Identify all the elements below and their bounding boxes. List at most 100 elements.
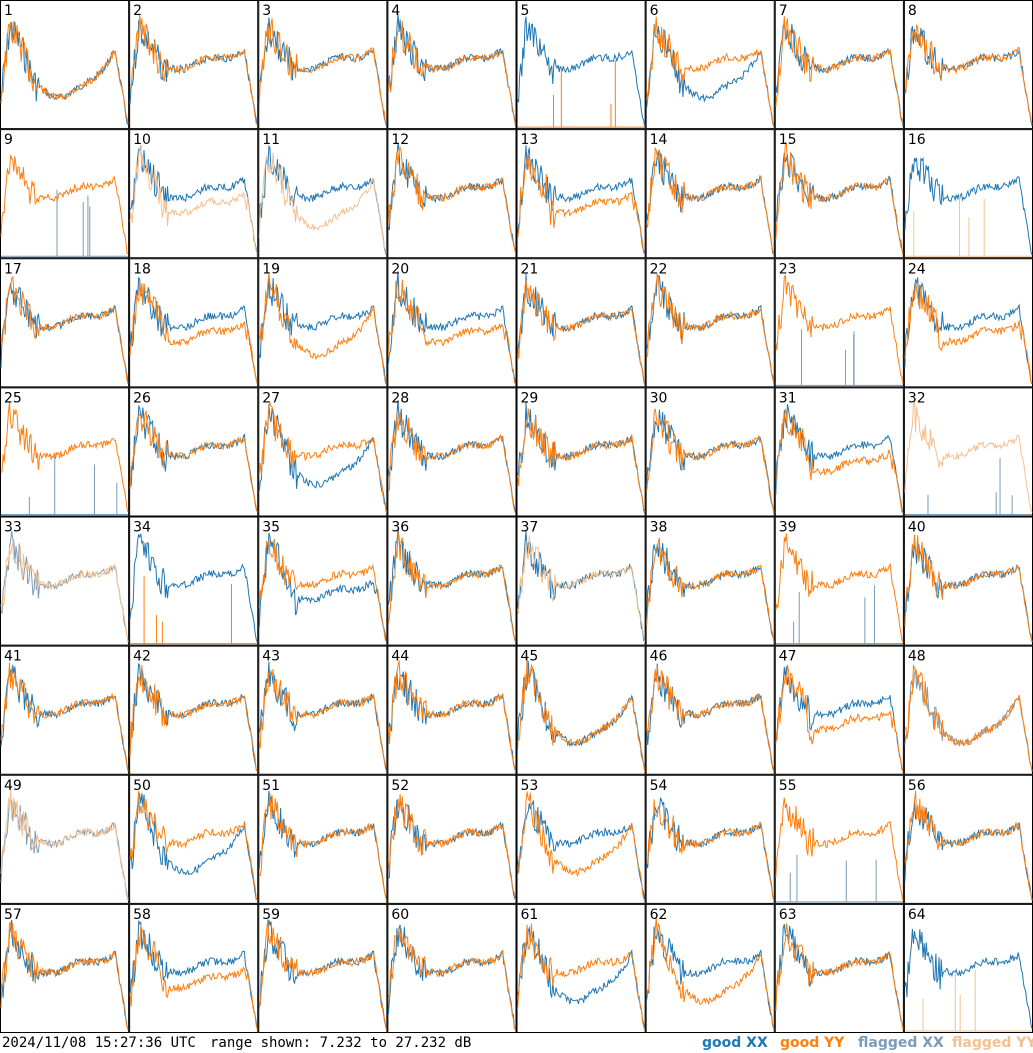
timestamp: 2024/11/08 15:27:36 UTC <box>2 1035 196 1051</box>
panel-frame <box>516 258 646 388</box>
series-yy-good <box>258 401 387 513</box>
panel-label: 8 <box>908 3 917 19</box>
series-xx-good <box>387 400 516 514</box>
panel-label: 26 <box>133 390 151 406</box>
series-xx-flagged <box>904 457 1032 515</box>
series-yy-good <box>0 275 129 384</box>
panel-33: 33 <box>0 516 130 646</box>
panel-frame <box>903 645 1033 775</box>
legend-good-yy: good YY <box>780 1035 845 1051</box>
panel-44: 44 <box>387 645 517 775</box>
panel-label: 32 <box>908 390 926 406</box>
panel-46: 46 <box>645 645 775 775</box>
panel-1: 1 <box>0 0 130 130</box>
panel-52: 52 <box>387 774 517 904</box>
series-yy-good <box>775 533 904 643</box>
series-yy-good <box>517 408 646 513</box>
panel-64: 64 <box>903 903 1033 1033</box>
series-yy-good <box>258 273 387 384</box>
panel-label: 33 <box>4 520 22 536</box>
panel-label: 9 <box>4 132 13 148</box>
panel-48: 48 <box>903 645 1033 775</box>
series-xx-good <box>0 664 129 772</box>
panel-58: 58 <box>129 903 259 1033</box>
panel-label: 46 <box>650 649 668 665</box>
footer: 2024/11/08 15:27:36 UTC range shown: 7.2… <box>0 1033 1033 1053</box>
panel-label: 3 <box>262 3 271 19</box>
panel-label: 58 <box>133 907 151 923</box>
series-yy-good <box>646 537 775 643</box>
series-yy-good <box>387 145 516 254</box>
panel-24: 24 <box>903 258 1033 388</box>
series-xx-good <box>258 145 387 256</box>
panel-label: 20 <box>391 261 409 277</box>
panel-label: 48 <box>908 649 926 665</box>
series-xx-flagged <box>775 329 903 386</box>
series-xx-good <box>517 800 646 901</box>
panel-label: 45 <box>521 649 539 665</box>
series-yy-good <box>0 155 129 255</box>
panel-label: 47 <box>779 649 797 665</box>
panel-frame <box>774 387 904 517</box>
panel-label: 57 <box>4 907 22 923</box>
series-xx-good <box>646 926 775 1028</box>
panel-frame <box>129 258 259 388</box>
panel-frame <box>387 258 517 388</box>
series-yy-flagged <box>0 541 129 642</box>
series-yy-good <box>0 921 129 1030</box>
panel-label: 10 <box>133 132 151 148</box>
series-yy-good <box>775 797 904 901</box>
legend-flagged-yy: flagged YY <box>952 1035 1033 1051</box>
panel-frame <box>774 645 904 775</box>
panel-label: 14 <box>650 132 668 148</box>
panel-frame <box>0 774 130 904</box>
panel-56: 56 <box>903 774 1033 904</box>
panel-16: 16 <box>903 129 1033 259</box>
series-xx-good <box>517 145 646 254</box>
panel-60: 60 <box>387 903 517 1033</box>
panel-7: 7 <box>774 0 904 130</box>
series-xx-flagged <box>775 585 903 645</box>
series-yy-good <box>259 792 387 901</box>
series-yy-good <box>0 402 129 513</box>
panel-label: 59 <box>262 907 280 923</box>
series-xx-good <box>775 666 904 772</box>
series-yy-good <box>130 576 258 645</box>
panel-label: 11 <box>262 132 280 148</box>
panel-22: 22 <box>645 258 775 388</box>
panel-label: 34 <box>133 520 151 536</box>
series-yy-good <box>129 925 258 1030</box>
series-yy-flagged <box>904 969 1032 1032</box>
panel-frame <box>645 903 775 1033</box>
series-yy-flagged <box>129 145 258 254</box>
series-yy-good <box>646 917 775 1030</box>
panel-55: 55 <box>774 774 904 904</box>
panel-frame <box>129 129 259 259</box>
panel-frame <box>903 0 1033 130</box>
series-yy-flagged <box>904 196 1032 257</box>
series-xx-good <box>775 404 904 514</box>
series-yy-good <box>646 408 775 513</box>
series-xx-good <box>258 404 387 513</box>
panel-15: 15 <box>774 129 904 259</box>
series-yy-good <box>775 16 904 125</box>
panel-frame <box>774 774 904 904</box>
panel-3: 3 <box>258 0 388 130</box>
panel-label: 63 <box>779 907 797 923</box>
panel-37: 37 <box>516 516 646 646</box>
panel-6: 6 <box>645 0 775 130</box>
panel-label: 43 <box>262 649 280 665</box>
series-yy-good <box>775 274 904 384</box>
series-xx-good <box>517 926 646 1030</box>
panel-label: 37 <box>521 520 539 536</box>
panel-label: 7 <box>779 3 788 19</box>
panel-frame <box>129 387 259 517</box>
series-yy-good <box>517 658 646 772</box>
panel-label: 50 <box>133 778 151 794</box>
panel-21: 21 <box>516 258 646 388</box>
series-xx-good <box>129 276 258 385</box>
series-yy-good <box>517 280 646 384</box>
panel-10: 10 <box>129 129 259 259</box>
panel-label: 38 <box>650 520 668 536</box>
panel-54: 54 <box>645 774 775 904</box>
